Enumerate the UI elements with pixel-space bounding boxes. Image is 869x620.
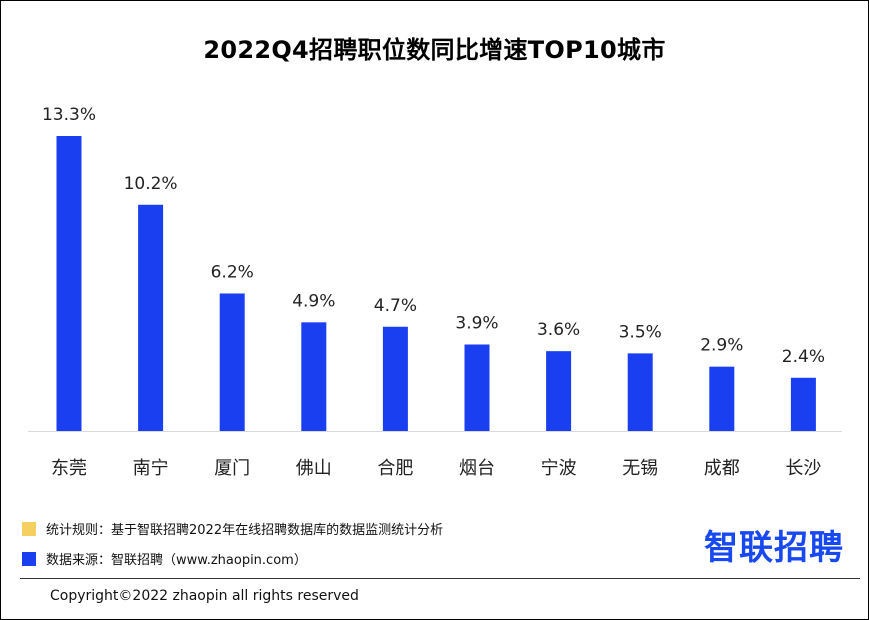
value-labels-group: 13.3% 10.2% 6.2% 4.9% 4.7% 3.9% 3.6% 3.5% 2.9% 2.… — [42, 105, 825, 367]
value-label-2: 6.2% — [211, 262, 254, 282]
value-label-6: 3.6% — [537, 320, 580, 340]
category-label-3: 佛山 — [296, 458, 332, 479]
legend-text-source: 数据来源：智联招聘（www.zhaopin.com） — [46, 553, 307, 568]
copyright-text: Copyright©2022 zhaopin all rights reserv… — [50, 588, 359, 604]
bar-chart: 13.3% 10.2% 6.2% 4.9% 4.7% 3.9% 3.6% 3.5% 2.9% 2.… — [28, 105, 842, 479]
bar-2 — [219, 293, 245, 431]
value-label-7: 3.5% — [619, 322, 662, 342]
category-labels-group: 东莞 南宁 厦门 佛山 合肥 烟台 宁波 无锡 成都 长沙 — [51, 458, 821, 479]
bar-1 — [138, 204, 164, 431]
bar-6 — [546, 351, 572, 431]
value-label-0: 13.3% — [42, 105, 96, 125]
bar-3 — [301, 322, 327, 431]
value-label-4: 4.7% — [374, 296, 417, 316]
zhaopin-logo: 智联招聘 — [704, 528, 844, 568]
legend-item-source: 数据来源：智联招聘（www.zhaopin.com） — [22, 549, 307, 568]
category-label-5: 烟台 — [459, 458, 495, 479]
value-label-1: 10.2% — [124, 174, 178, 194]
legend-text-rule: 统计规则：基于智联招聘2022年在线招聘数据库的数据监测统计分析 — [46, 523, 444, 538]
bar-8 — [709, 366, 735, 431]
category-label-6: 宁波 — [541, 458, 577, 479]
bars-group — [56, 136, 816, 432]
category-label-2: 厦门 — [214, 458, 250, 479]
bar-4 — [382, 326, 408, 431]
bar-7 — [627, 353, 653, 431]
category-label-0: 东莞 — [51, 458, 87, 479]
footer-divider — [20, 578, 860, 579]
bar-0 — [56, 136, 82, 432]
category-label-8: 成都 — [704, 458, 740, 479]
legend-swatch-source — [22, 551, 36, 566]
value-label-5: 3.9% — [455, 313, 498, 333]
legend-swatch-rule — [22, 521, 36, 536]
category-label-9: 长沙 — [785, 458, 821, 479]
chart-title: 2022Q4招聘职位数同比增速TOP10城市 — [203, 36, 666, 64]
category-label-4: 合肥 — [377, 458, 413, 479]
bar-5 — [464, 344, 490, 431]
value-label-9: 2.4% — [782, 347, 825, 367]
legend-item-rule: 统计规则：基于智联招聘2022年在线招聘数据库的数据监测统计分析 — [22, 519, 443, 538]
bar-9 — [790, 377, 816, 431]
value-label-8: 2.9% — [700, 336, 743, 356]
category-label-7: 无锡 — [622, 458, 658, 479]
category-label-1: 南宁 — [133, 458, 169, 479]
value-label-3: 4.9% — [292, 291, 335, 311]
